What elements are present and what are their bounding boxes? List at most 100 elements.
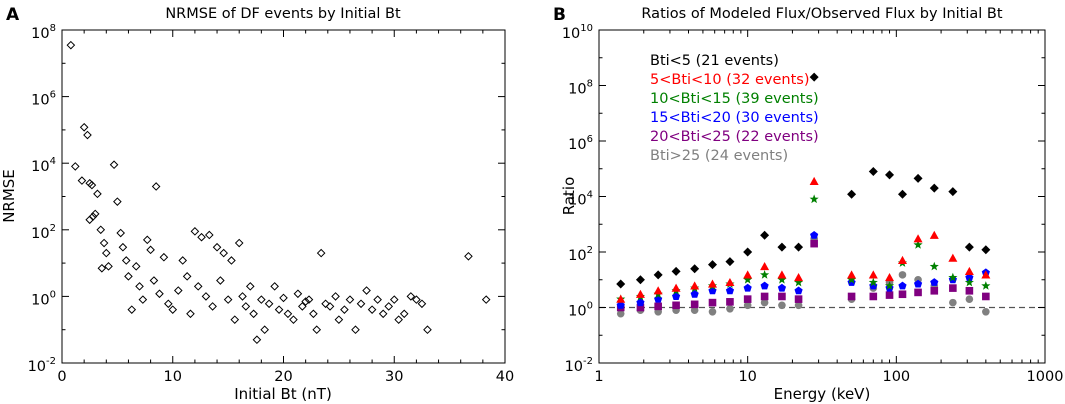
ratio-point-series-1 [616,294,626,303]
nrmse-point [249,309,258,319]
series-0-points [616,72,991,289]
nrmse-point [70,162,80,171]
panel-b-ytick-label-4-base: 10 [568,137,586,153]
legend-entry-0: Bti<5 (21 events) [650,53,779,69]
ratio-point-series-3 [690,289,699,298]
panel-a-ytick-label-5: 108 [31,23,56,42]
nrmse-point [384,302,394,311]
ratio-point-series-3 [636,298,645,307]
nrmse-point [149,276,159,285]
ratio-point-series-2 [777,274,787,284]
nrmse-point [127,305,137,314]
ratio-point-series-1 [743,270,753,279]
nrmse-point [283,309,293,319]
nrmse-point [168,305,178,314]
legend-entry-5: Bti>25 (24 events) [650,148,788,164]
ratio-point-series-0 [913,173,923,183]
nrmse-point [116,228,126,238]
ratio-point-series-3 [898,281,907,290]
ratio-point-series-1 [964,266,974,275]
nrmse-point [212,242,222,252]
panel-b-ytick-label-1-exponent: 0 [587,301,593,312]
panel-a-ytick-label-2-base: 10 [31,226,49,242]
legend-entry-1: 5<Bti<10 (32 events) [650,72,809,88]
panel-a-ytick-label-3-base: 10 [31,159,49,175]
nrmse-point [190,227,200,236]
ratio-point-series-4 [885,291,894,299]
ratio-point-series-4 [949,284,957,292]
panel-b-points [616,72,991,318]
series-1-points [616,176,991,303]
ratio-point-series-3 [616,301,625,309]
panel-b-xtick-label-2: 100 [882,369,910,385]
panel-b-xlabel: Energy (keV) [774,385,871,403]
nrmse-point [204,230,214,240]
ratio-point-series-0 [743,247,753,257]
ratio-point-series-3 [743,283,752,292]
ratio-point-series-2 [760,270,770,279]
nrmse-point [201,292,211,301]
nrmse-point [481,295,491,304]
ratio-point-series-1 [948,253,958,262]
ratio-point-series-5 [778,301,786,310]
nrmse-point [389,295,399,304]
ratio-point-series-0 [635,275,645,285]
ratio-point-series-2 [964,277,974,287]
ratio-point-series-0 [616,279,626,289]
ratio-point-series-2 [929,261,939,271]
ratio-point-series-4 [636,303,645,312]
panel-a-xtick-label-2: 20 [274,369,292,385]
panel-b-ytick-label-5: 108 [568,79,593,98]
ratio-point-series-2 [948,272,958,282]
ratio-point-series-4 [743,295,752,303]
ratio-point-series-1 [777,270,787,279]
nrmse-point [417,299,427,309]
nrmse-point [159,252,169,262]
ratio-point-series-5 [708,307,717,316]
ratio-point-series-0 [897,189,907,199]
nrmse-point [93,189,102,199]
panel-a-ytick-label-1-base: 10 [31,292,49,308]
panel-a-ytick-label-1-exponent: 0 [50,289,56,300]
nrmse-point [208,302,217,311]
panel-a-ytick-label-0-exponent: -2 [46,356,56,367]
ratio-point-series-2 [794,277,804,287]
nrmse-point [104,262,113,271]
ratio-point-series-4 [982,292,990,301]
ratio-point-series-1 [868,270,878,279]
ratio-point-series-3 [777,283,787,292]
panel-b-ytick-label-5-exponent: 8 [587,79,593,90]
nrmse-point [151,182,161,191]
nrmse-point [351,325,360,335]
panel-b-xtick-label-1: 10 [738,369,756,385]
panel-b-ytick-label-0-exponent: -2 [583,356,593,367]
ratio-point-series-4 [760,292,769,301]
ratio-point-series-2 [868,277,878,287]
ratio-point-series-1 [760,262,770,271]
nrmse-point [182,272,192,281]
ratio-point-series-2 [981,281,991,290]
nrmse-point [124,272,133,281]
ratio-point-series-5 [898,271,907,279]
ratio-point-series-1 [653,286,663,295]
panel-b-ytick-label-5-base: 10 [568,82,586,98]
panel-a-ytick-label-5-base: 10 [31,26,49,42]
ratio-point-series-1 [707,279,717,288]
nrmse-point [399,309,409,319]
nrmse-point [83,130,92,140]
nrmse-point [260,325,269,335]
panel-a-xtick-label-0: 0 [57,369,66,385]
ratio-point-series-0 [929,183,939,193]
ratio-point-series-1 [635,289,645,298]
panel-b-title: Ratios of Modeled Flux/Observed Flux by … [641,6,1002,22]
ratio-point-series-1 [671,283,681,292]
panel-b-ytick-label-6-base: 10 [562,26,580,42]
ratio-point-series-1 [897,255,907,264]
panel-a-ytick-label-3: 104 [31,156,56,175]
nrmse-point [155,289,164,299]
nrmse-point [121,256,131,265]
ratio-point-series-5 [743,301,752,310]
ratio-point-series-0 [809,72,819,82]
nrmse-point [219,248,229,258]
